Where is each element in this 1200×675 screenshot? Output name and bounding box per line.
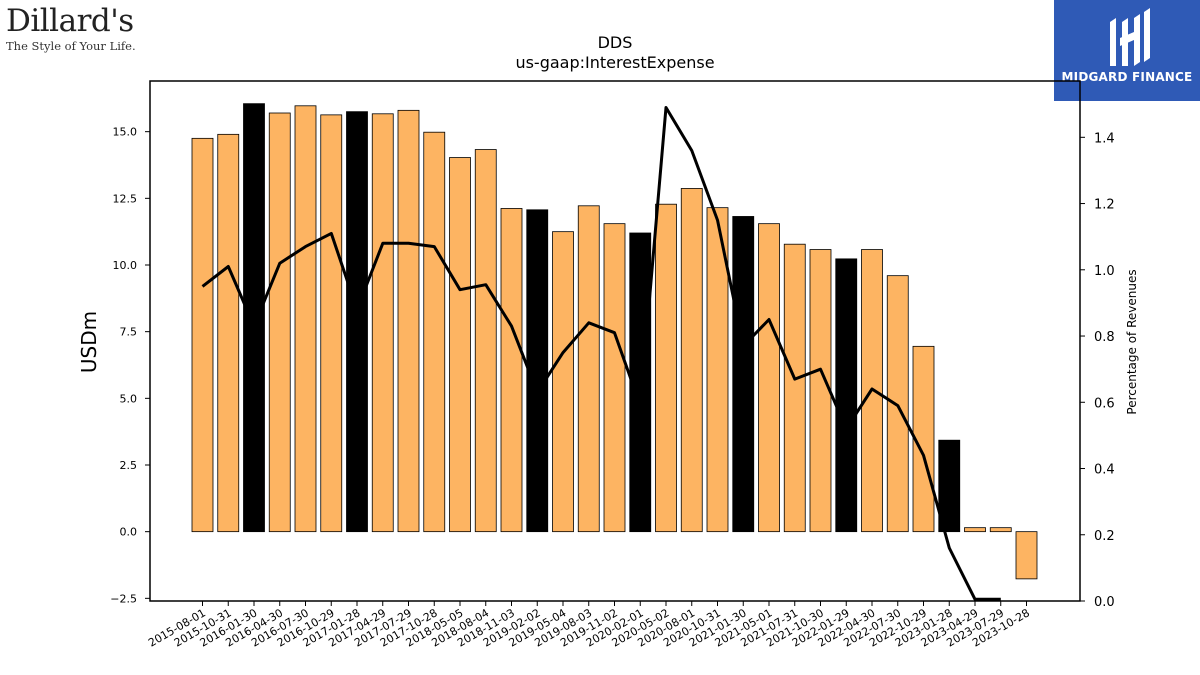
brand-tagline: The Style of Your Life. xyxy=(6,39,136,53)
revenue-ratio-line xyxy=(201,106,1001,601)
chart-subtitle: us-gaap:InterestExpense xyxy=(515,53,714,72)
y2-tick-label: 1.2 xyxy=(1094,198,1115,213)
bar-2016-01-30 xyxy=(243,103,265,533)
bar-2019-05-04 xyxy=(552,231,574,533)
y-tick-label: 0.0 xyxy=(120,526,138,539)
bar-2020-02-01 xyxy=(629,232,652,533)
bar-2017-01-28 xyxy=(346,111,368,533)
bar-2021-05-01 xyxy=(758,223,780,533)
y2-tick-label: 0.6 xyxy=(1094,396,1115,411)
y-tick-label: 2.5 xyxy=(120,459,138,472)
midgard-logo-icon xyxy=(1110,8,1150,66)
y2-axis: 0.0 0.2 0.4 0.6 0.8 1.0 1.2 1.4 xyxy=(1080,131,1115,610)
bar-2018-05-05 xyxy=(449,157,471,533)
bar-2020-10-31 xyxy=(706,207,729,533)
bar-2016-07-30 xyxy=(294,105,317,533)
y-axis: −2.5 0.0 2.5 5.0 7.5 10.0 12.5 15.0 xyxy=(110,126,150,605)
y2-tick-label: 1.4 xyxy=(1094,131,1115,146)
y-tick-label: 15.0 xyxy=(113,126,138,139)
bar-series xyxy=(191,103,1038,580)
bar-2017-07-29 xyxy=(397,109,420,533)
y2-tick-label: 0.4 xyxy=(1094,463,1115,478)
bar-2015-08-01 xyxy=(191,137,214,533)
y2-tick-label: 0.0 xyxy=(1094,595,1115,610)
bar-2019-08-03 xyxy=(577,205,600,533)
brand-name: Dillard's xyxy=(6,3,134,39)
y2-tick-label: 1.0 xyxy=(1094,264,1115,279)
bar-2016-04-30 xyxy=(268,112,291,533)
y-tick-label: −2.5 xyxy=(110,592,137,605)
bar-2022-10-29 xyxy=(912,345,935,533)
y-axis-label: USDm xyxy=(77,311,101,373)
bar-2015-10-31 xyxy=(217,133,240,533)
bar-2023-04-29 xyxy=(964,527,986,533)
chart-title: DDS xyxy=(598,33,633,52)
y2-tick-label: 0.8 xyxy=(1094,330,1115,345)
bar-2018-11-03 xyxy=(500,208,523,533)
x-axis: 2015-08-012015-10-312016-01-302016-04-30… xyxy=(146,601,1032,650)
y2-tick-label: 0.2 xyxy=(1094,529,1115,544)
bar-2022-01-29 xyxy=(835,258,858,533)
bar-2021-10-30 xyxy=(809,249,832,533)
bar-2021-01-30 xyxy=(732,216,755,533)
y-tick-label: 5.0 xyxy=(120,392,138,405)
bar-2021-07-31 xyxy=(783,243,806,533)
bar-2023-07-29 xyxy=(989,527,1012,533)
bar-2023-01-28 xyxy=(938,439,961,533)
y2-axis-label: Percentage of Revenues xyxy=(1125,269,1139,414)
bar-2018-08-04 xyxy=(474,149,497,533)
bar-2019-02-02 xyxy=(526,209,549,533)
y-tick-label: 10.0 xyxy=(113,259,138,272)
plot-frame xyxy=(149,80,1081,602)
y-tick-label: 7.5 xyxy=(120,326,138,339)
bar-2016-10-29 xyxy=(320,114,343,533)
bar-2019-11-02 xyxy=(603,223,626,533)
y-tick-label: 12.5 xyxy=(113,192,138,205)
bar-2017-04-29 xyxy=(371,113,394,533)
brand-logo: Dillard's The Style of Your Life. xyxy=(6,4,136,53)
badge-name: MIDGARD FINANCE xyxy=(1061,70,1193,84)
bar-2017-10-28 xyxy=(423,131,446,533)
midgard-finance-badge: MIDGARD FINANCE xyxy=(1054,0,1200,101)
bar-2022-07-30 xyxy=(886,275,909,533)
bar-2020-05-02 xyxy=(655,203,677,533)
bar-2023-10-28 xyxy=(1015,531,1038,580)
bar-2020-08-01 xyxy=(680,188,703,533)
